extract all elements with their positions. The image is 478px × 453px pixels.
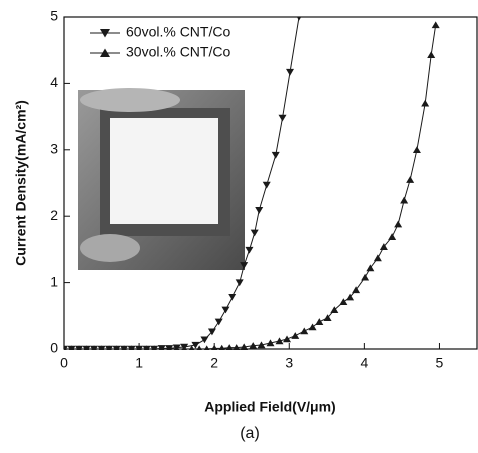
data-point [128,345,135,350]
data-point [158,345,165,350]
data-point [136,345,142,350]
x-tick-label: 3 [285,355,293,371]
data-point [406,176,415,183]
y-tick-label: 0 [50,340,58,356]
y-tick-label: 3 [50,141,58,157]
data-point [249,342,258,349]
data-point [221,306,230,314]
data-point [275,337,284,345]
data-point [427,51,436,59]
y-tick-label: 4 [50,74,58,90]
data-point [323,314,332,321]
data-point [181,345,187,350]
data-point [373,254,382,262]
data-point [211,344,218,350]
data-point [300,327,309,335]
data-point [203,345,210,350]
data-point [245,246,254,254]
legend-marker [100,29,110,38]
data-point [286,68,295,76]
data-point [196,345,202,350]
data-point [361,273,370,281]
x-axis-label: Applied Field(V/μm) [204,399,335,415]
legend-label: 30vol.% CNT/Co [126,44,230,60]
x-tick-label: 2 [210,355,218,371]
data-point [240,262,249,269]
y-axis-label: Current Density(mA/cm²) [13,100,29,266]
data-point [218,344,225,350]
data-point [394,220,403,228]
data-point [379,243,388,250]
data-point [308,323,317,331]
data-point [266,339,275,347]
data-point [346,293,355,301]
data-point [91,345,97,350]
x-tick-label: 1 [135,355,143,371]
data-point [225,344,233,350]
data-point [257,341,266,349]
data-point [191,341,200,349]
data-point [339,298,348,306]
inset-photo [78,88,245,270]
data-point [83,345,90,350]
data-point [68,345,75,350]
data-point [235,279,244,287]
plot-area [64,17,440,350]
data-point [76,345,82,350]
data-point [214,318,223,326]
data-point [240,343,249,350]
data-point [431,21,440,29]
data-point [291,332,300,339]
data-point [207,328,216,336]
data-point [271,151,280,159]
data-point [262,181,271,189]
data-point [366,264,375,272]
data-point [421,99,430,107]
data-point [151,345,157,350]
x-tick-label: 5 [436,355,444,371]
data-point [315,318,324,325]
legend-label: 60vol.% CNT/Co [126,24,230,40]
data-point [64,345,67,350]
data-point [278,114,287,122]
data-point [330,306,339,314]
caption: (a) [240,425,260,442]
data-point [121,345,127,350]
data-point [173,345,180,350]
data-point [200,336,209,344]
data-point [113,345,120,350]
data-point [255,207,264,214]
data-point [98,345,105,350]
data-point [233,344,241,350]
data-point [250,229,259,237]
data-point [352,286,361,294]
y-tick-label: 2 [50,207,58,223]
data-point [388,233,397,240]
data-point [143,345,150,350]
x-tick-label: 0 [60,355,68,371]
legend-marker [100,48,110,57]
data-point [106,345,112,350]
x-tick-label: 4 [360,355,368,371]
data-point [400,196,409,204]
data-point [228,294,237,301]
data-point [166,345,172,350]
data-point [283,335,292,343]
data-point [296,17,302,21]
data-point [412,146,421,153]
y-tick-label: 1 [50,273,58,289]
plot-frame [63,16,478,350]
y-tick-label: 5 [50,8,58,24]
data-point [188,345,195,350]
